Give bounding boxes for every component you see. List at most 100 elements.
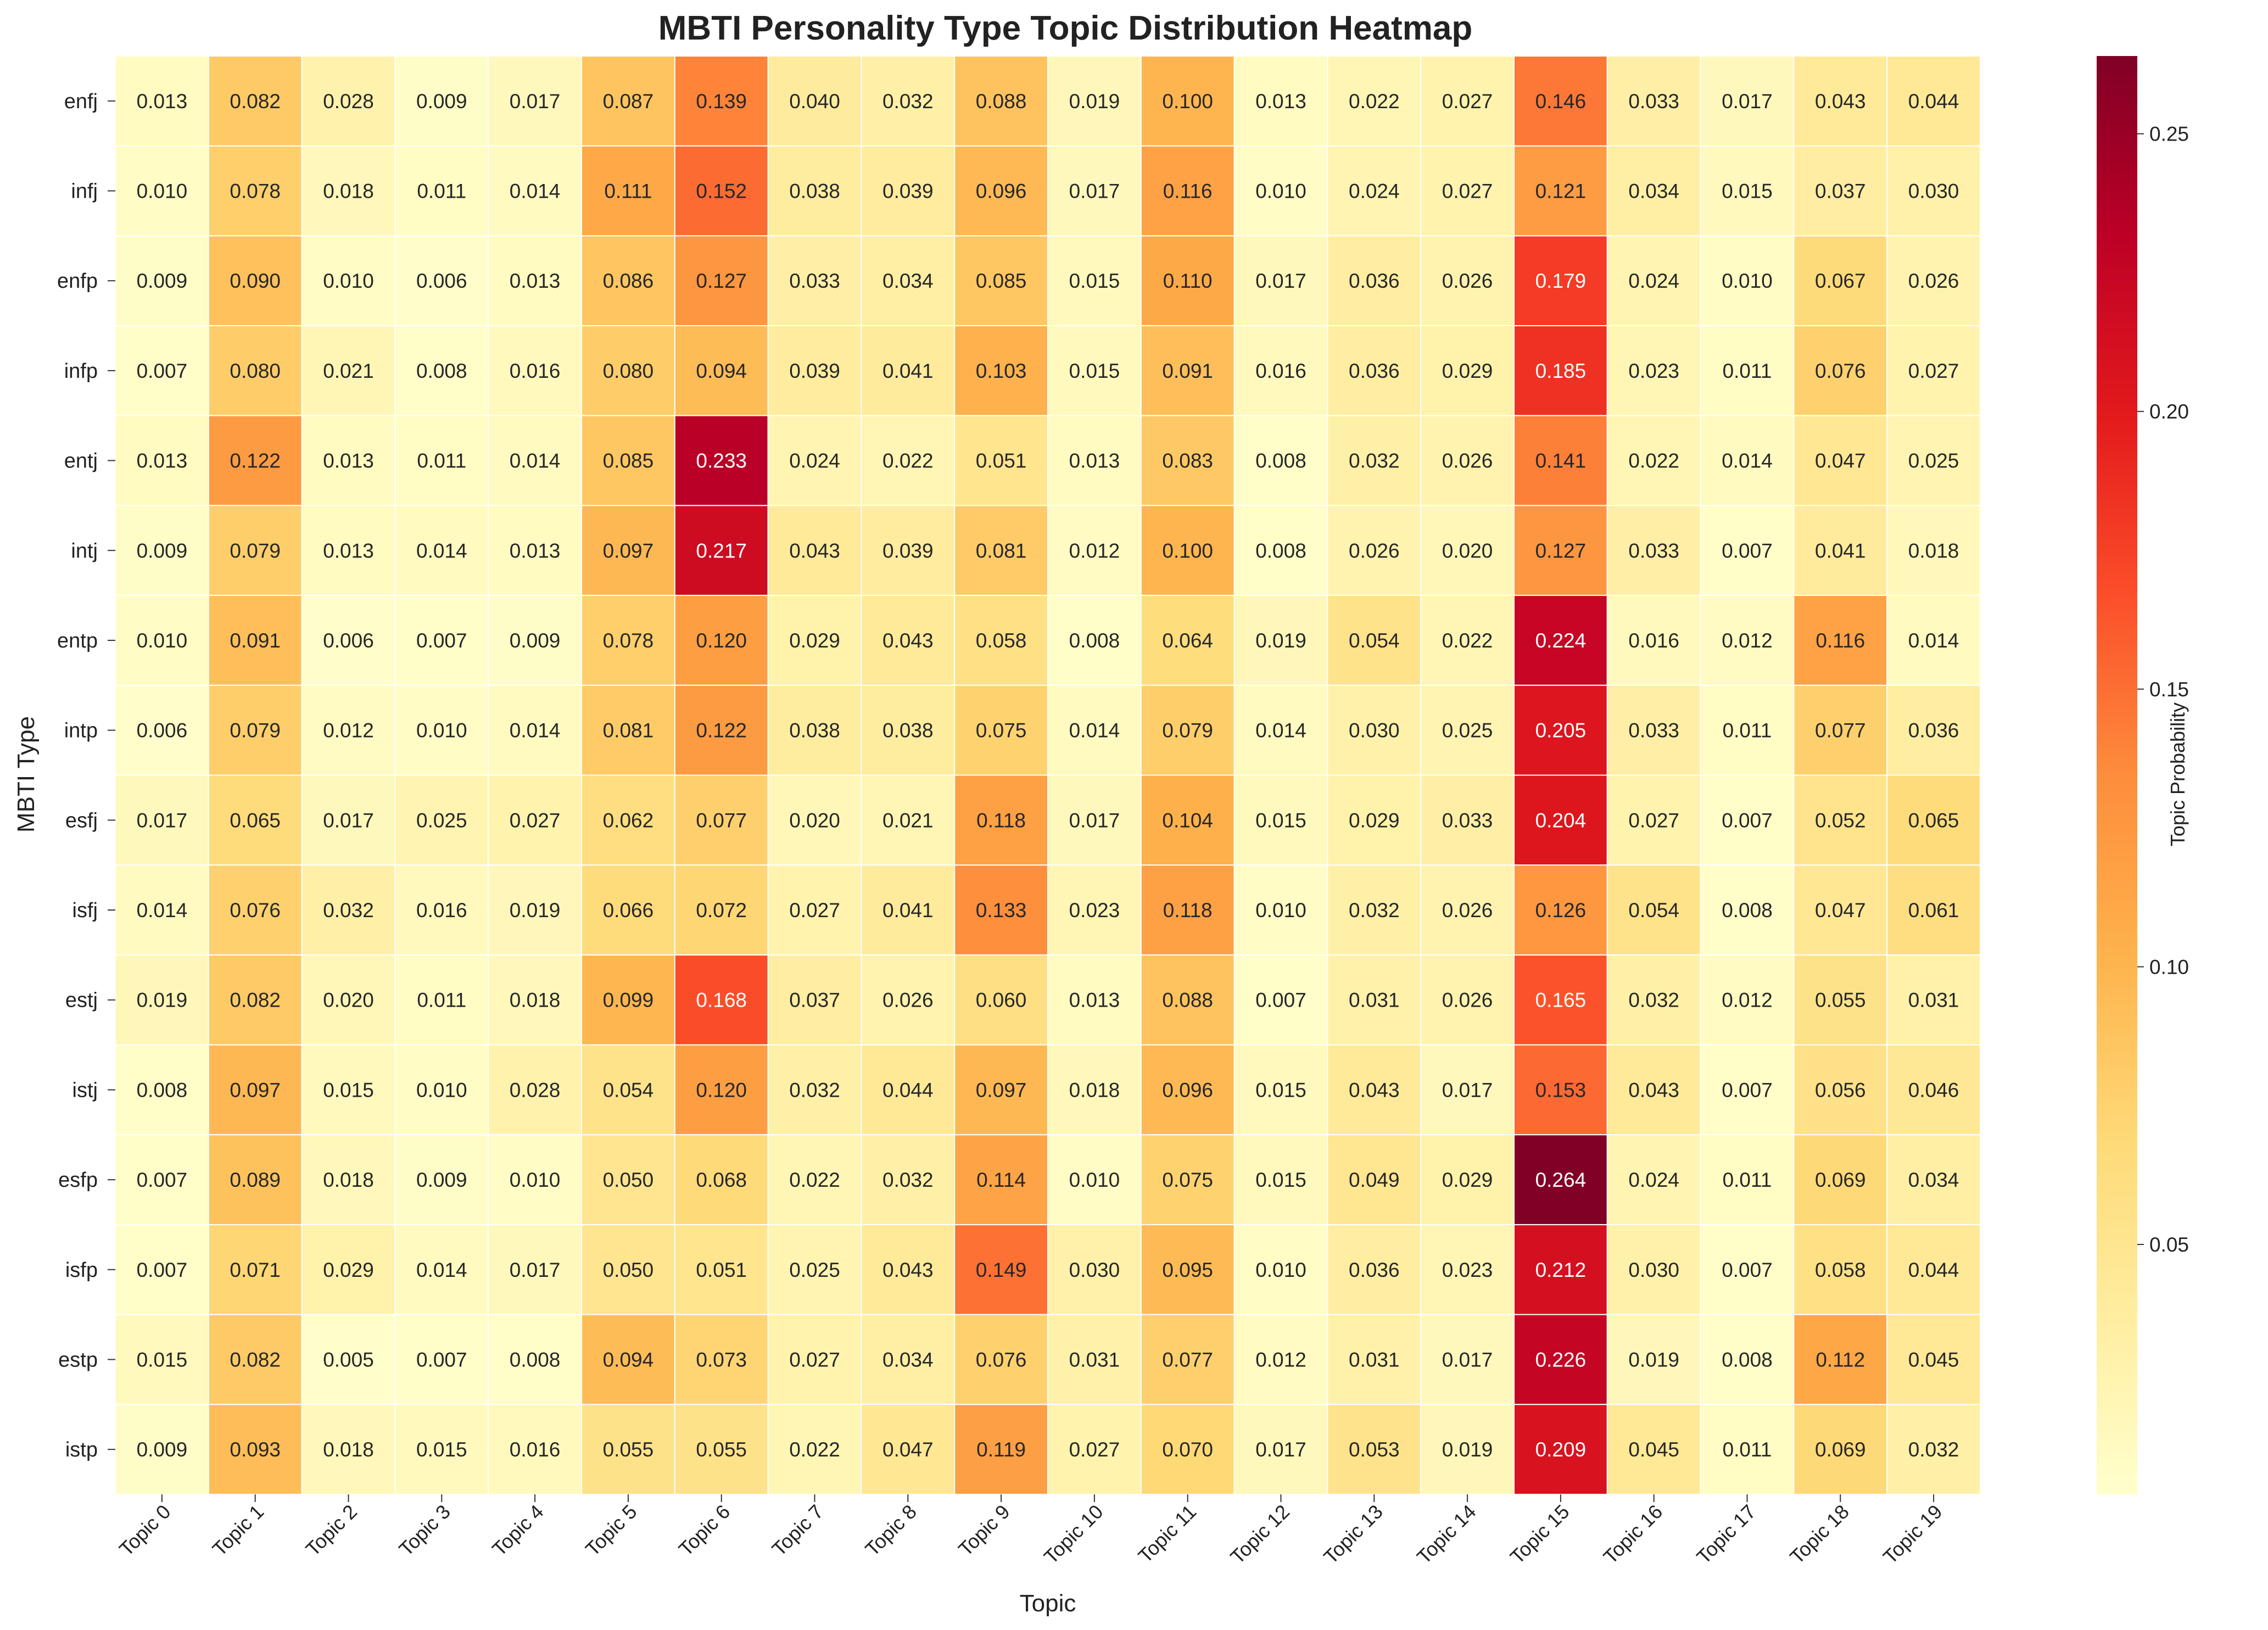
cell-value-label: 0.139: [696, 90, 747, 113]
y-tick-label: isfj: [72, 899, 98, 922]
heatmap-cell: [208, 1314, 303, 1405]
cell-value-label: 0.015: [137, 1348, 188, 1371]
cell-value-label: 0.010: [137, 629, 188, 652]
heatmap-cell: [767, 1314, 862, 1405]
cell-value-label: 0.185: [1535, 360, 1587, 382]
cell-value-label: 0.095: [1162, 1259, 1213, 1281]
cell-value-label: 0.029: [323, 1259, 374, 1281]
heatmap-cell: [1886, 684, 1981, 776]
cell-value-label: 0.091: [230, 629, 281, 652]
y-tick-label: estp: [58, 1348, 98, 1371]
y-tick-label: entp: [57, 629, 98, 652]
heatmap-cell: [767, 1224, 862, 1315]
heatmap-cell: [115, 1314, 209, 1405]
heatmap-cell: [1606, 774, 1701, 866]
heatmap-cell: [1513, 415, 1608, 506]
cell-value-label: 0.080: [603, 360, 654, 382]
cell-value-label: 0.024: [1628, 270, 1679, 292]
cell-value-label: 0.205: [1535, 719, 1587, 742]
cell-value-label: 0.014: [510, 180, 561, 203]
cell-value-label: 0.055: [603, 1438, 654, 1461]
x-tick-label: Topic 7: [768, 1500, 828, 1561]
cell-value-label: 0.079: [1162, 719, 1213, 742]
heatmap-cell: [1233, 325, 1328, 416]
heatmap-cell: [954, 954, 1048, 1046]
heatmap-cell: [767, 954, 862, 1046]
heatmap-cell: [1700, 145, 1795, 237]
cell-value-label: 0.033: [1628, 90, 1679, 113]
heatmap-cell: [208, 774, 303, 866]
heatmap-cell: [488, 235, 583, 327]
heatmap-cell: [1606, 954, 1701, 1046]
heatmap-cell: [1606, 1044, 1701, 1136]
cell-value-label: 0.094: [696, 360, 747, 382]
heatmap-cell: [861, 1314, 956, 1405]
heatmap-cell: [1793, 325, 1888, 416]
heatmap-cell: [488, 1314, 583, 1405]
cell-value-label: 0.149: [976, 1259, 1027, 1281]
cell-value-label: 0.017: [137, 809, 188, 831]
cell-value-label: 0.013: [510, 270, 561, 292]
x-tick-label: Topic 8: [861, 1500, 921, 1561]
heatmap-cell: [1420, 1044, 1515, 1136]
cell-value-label: 0.096: [1162, 1079, 1213, 1101]
heatmap-cell: [1327, 684, 1422, 776]
heatmap-cell: [1606, 1404, 1701, 1495]
heatmap-cell: [488, 1224, 583, 1315]
y-tick-label: enfj: [64, 90, 98, 113]
heatmap-cell: [1606, 415, 1701, 506]
heatmap-cell: [1700, 415, 1795, 506]
heatmap-cell: [581, 774, 675, 866]
heatmap-cell: [674, 325, 769, 416]
y-tick-label: istp: [65, 1438, 98, 1461]
cell-value-label: 0.051: [976, 450, 1027, 472]
colorbar-tick-label: 0.10: [2149, 956, 2189, 978]
heatmap-cell: [581, 1134, 675, 1225]
heatmap-cell: [1513, 235, 1608, 327]
cell-value-label: 0.008: [1069, 629, 1120, 652]
heatmap-cell: [115, 774, 209, 866]
heatmap-cell: [1420, 415, 1515, 506]
cell-value-label: 0.019: [1255, 629, 1306, 652]
cell-value-label: 0.025: [416, 809, 467, 831]
cell-value-label: 0.016: [510, 360, 561, 382]
heatmap-cell: [954, 684, 1048, 776]
heatmap-cell: [394, 954, 489, 1046]
cell-value-label: 0.168: [696, 989, 747, 1012]
cell-value-label: 0.026: [882, 989, 934, 1012]
heatmap-cell: [954, 595, 1048, 686]
cell-value-label: 0.012: [1722, 629, 1773, 652]
cell-value-label: 0.008: [137, 1079, 188, 1101]
cell-value-label: 0.043: [1628, 1079, 1679, 1101]
cell-value-label: 0.007: [416, 629, 467, 652]
cell-value-label: 0.073: [696, 1348, 747, 1371]
heatmap-cell: [1606, 55, 1701, 147]
cell-value-label: 0.036: [1349, 360, 1400, 382]
heatmap-cell: [301, 1404, 396, 1495]
cell-value-label: 0.043: [882, 629, 934, 652]
heatmap-cell: [674, 684, 769, 776]
cell-value-label: 0.024: [1349, 180, 1400, 203]
cell-value-label: 0.026: [1908, 270, 1959, 292]
heatmap-cells: 0.013 0.082 0.028 0.009 0.017 0.087 0.139 0.040…: [115, 55, 1981, 1495]
heatmap-cell: [1047, 595, 1142, 686]
cell-value-label: 0.116: [1815, 629, 1865, 652]
cell-value-label: 0.100: [1162, 90, 1213, 113]
cell-value-label: 0.007: [1722, 1259, 1773, 1281]
heatmap-cell: [674, 595, 769, 686]
heatmap-cell: [208, 415, 303, 506]
heatmap-cell: [1513, 1404, 1608, 1495]
heatmap-cell: [488, 1404, 583, 1495]
heatmap-cell: [1140, 684, 1235, 776]
cell-value-label: 0.122: [230, 450, 281, 472]
heatmap-cell: [767, 505, 862, 596]
cell-value-label: 0.010: [416, 719, 467, 742]
cell-value-label: 0.065: [230, 809, 281, 831]
heatmap-cell: [394, 864, 489, 956]
heatmap-cell: [394, 774, 489, 866]
cell-value-label: 0.037: [789, 989, 840, 1012]
heatmap-cell: [488, 684, 583, 776]
cell-value-label: 0.076: [230, 899, 281, 922]
heatmap-cell: [301, 774, 396, 866]
